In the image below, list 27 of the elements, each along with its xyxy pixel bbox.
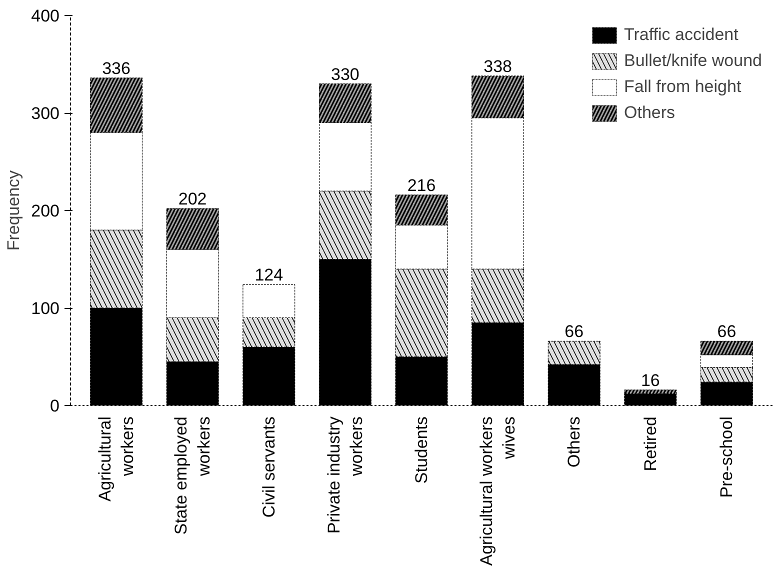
- total-label: 336: [102, 58, 130, 78]
- legend-label: Bullet/knife wound: [624, 51, 762, 71]
- total-label: 216: [407, 176, 436, 195]
- y-tick-label: 100: [31, 299, 60, 318]
- y-tick-label: 0: [50, 396, 60, 416]
- total-label: 202: [178, 190, 207, 209]
- total-label: 338: [484, 56, 512, 76]
- x-tick-label: Retired: [640, 416, 660, 472]
- total-label: 66: [564, 322, 584, 342]
- legend-label: Others: [624, 103, 676, 123]
- x-tick-label: Private industry workers: [324, 416, 366, 534]
- legend-label: Fall from height: [624, 77, 742, 97]
- y-tick-label: 400: [31, 6, 60, 26]
- y-tick-label: 200: [31, 202, 60, 220]
- total-label: 16: [640, 370, 660, 390]
- x-tick-label: Pre-school: [717, 416, 736, 498]
- y-tick-label: 300: [31, 104, 60, 123]
- x-tick-label: Agricultural workers: [95, 416, 138, 502]
- total-label: 66: [717, 322, 736, 342]
- total-label: 124: [254, 266, 284, 285]
- x-tick-label: Others: [564, 416, 584, 468]
- x-tick-label: Students: [412, 416, 431, 484]
- x-tick-label: Agricultural workers wives: [476, 416, 519, 566]
- y-axis-title: Frequency: [4, 170, 24, 251]
- x-tick-label: Civil servants: [259, 416, 278, 518]
- legend-label: Traffic accident: [624, 25, 738, 45]
- total-label: 330: [331, 64, 360, 84]
